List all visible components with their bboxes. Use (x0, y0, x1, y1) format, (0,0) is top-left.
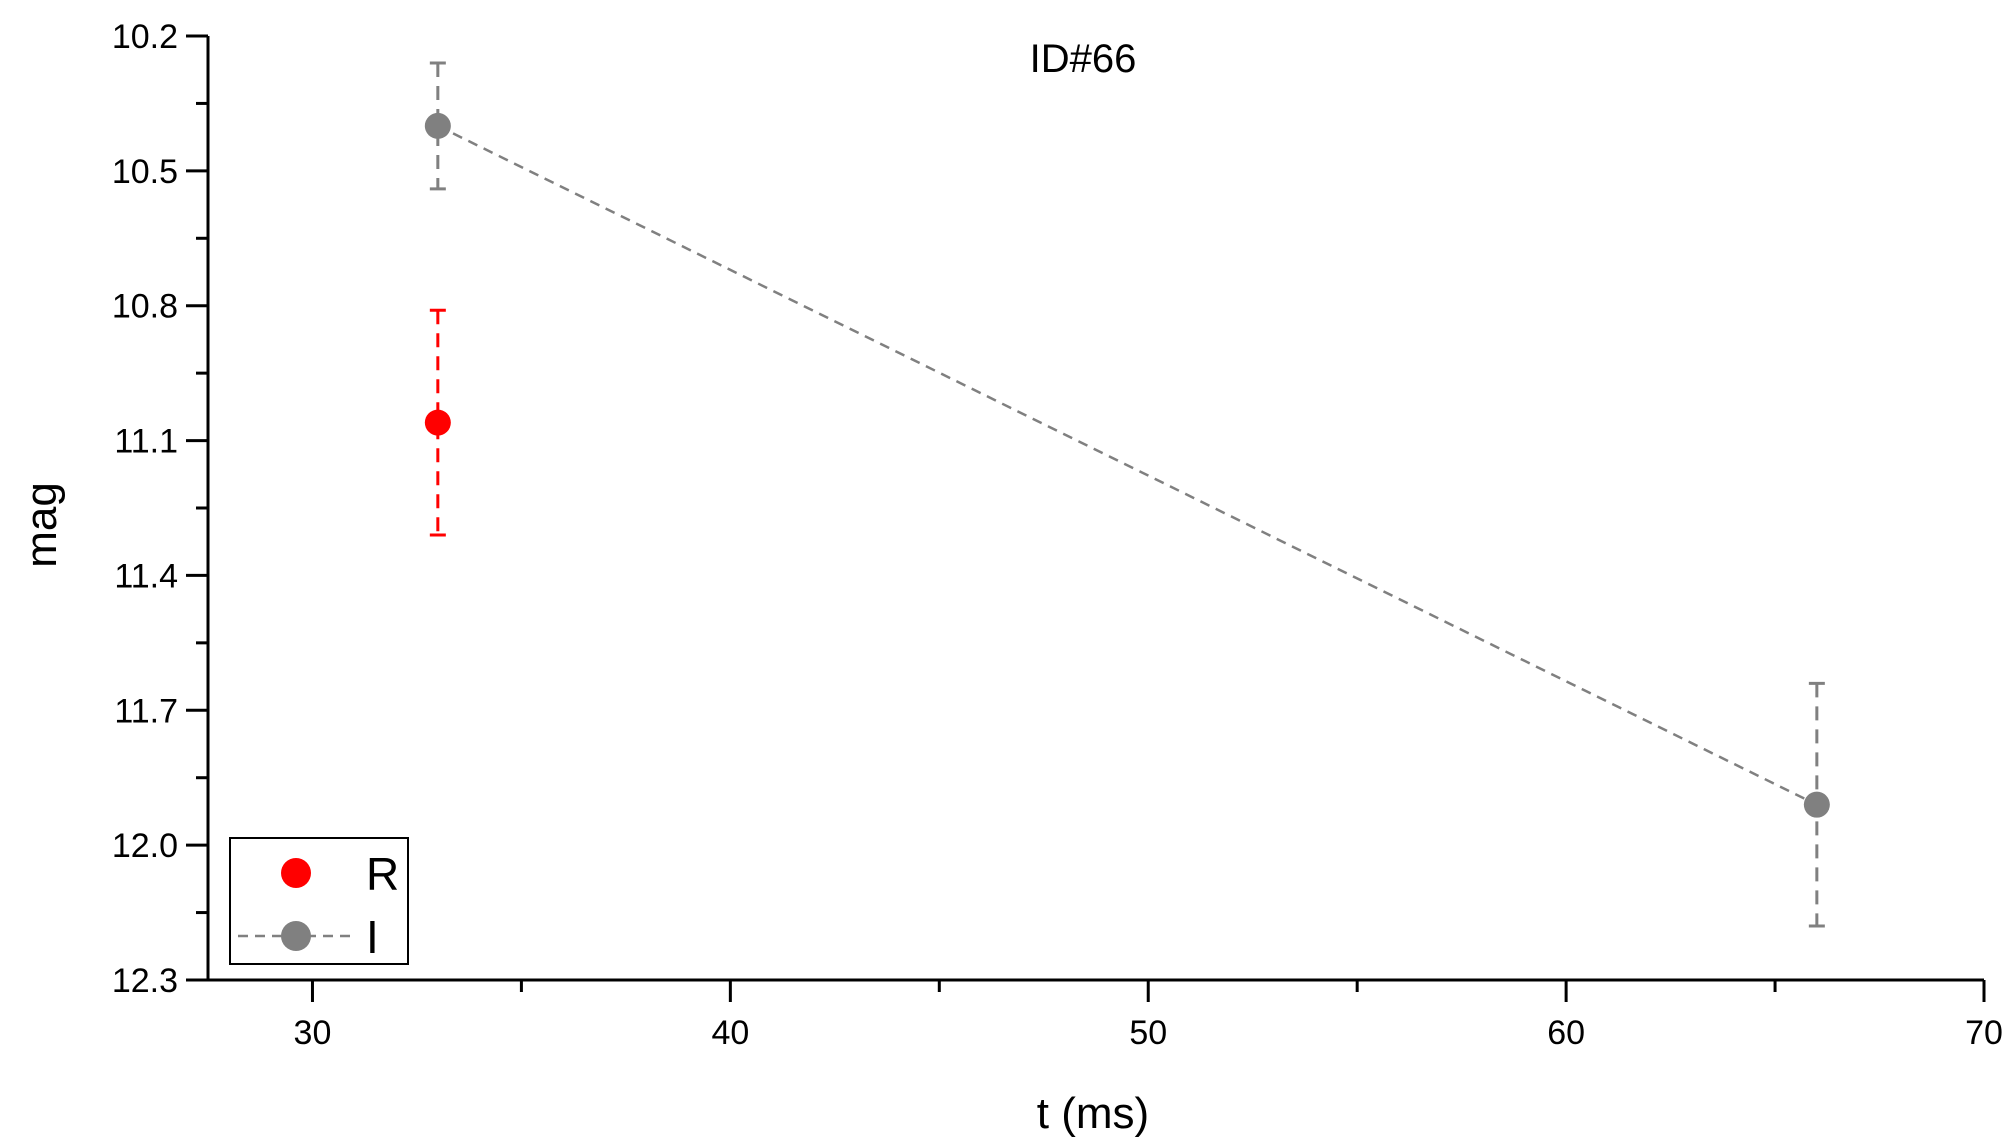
chart-title: ID#66 (1030, 37, 1137, 81)
x-tick-label: 40 (711, 1014, 749, 1052)
series-I (424, 61, 1830, 928)
legend-box (229, 837, 409, 965)
x-tick-label: 60 (1547, 1014, 1585, 1052)
data-point (424, 112, 451, 139)
y-tick-label: 12.3 (112, 962, 178, 1000)
legend: R I (229, 837, 409, 965)
y-tick-label: 10.5 (112, 153, 178, 191)
y-tick-label: 11.4 (114, 557, 178, 595)
y-tick-label: 10.2 (112, 18, 178, 56)
axes: 10.2 10.5 10.8 11.1 11.4 11.7 12.0 12.3 30 40 50 60… (112, 18, 2003, 1052)
data-point (1803, 791, 1830, 818)
data-point (424, 409, 451, 436)
legend-label-I: I (366, 911, 379, 963)
x-tick-label: 70 (1965, 1014, 2003, 1052)
legend-label-R: R (366, 848, 399, 900)
y-tick-label: 11.1 (114, 423, 178, 461)
series-R (424, 308, 451, 537)
y-tick-label: 10.8 (112, 288, 178, 326)
legend-marker-R (281, 858, 311, 888)
series-line-I (437, 124, 1818, 806)
x-tick-label: 30 (294, 1014, 332, 1052)
plot-area (424, 61, 1830, 928)
x-tick-label: 50 (1129, 1014, 1167, 1052)
x-axis-title: t (ms) (1037, 1089, 1149, 1138)
legend-marker-I (281, 921, 311, 951)
y-tick-label: 12.0 (112, 827, 178, 865)
y-axis-title: mag (17, 482, 66, 568)
y-tick-label: 11.7 (114, 692, 178, 730)
